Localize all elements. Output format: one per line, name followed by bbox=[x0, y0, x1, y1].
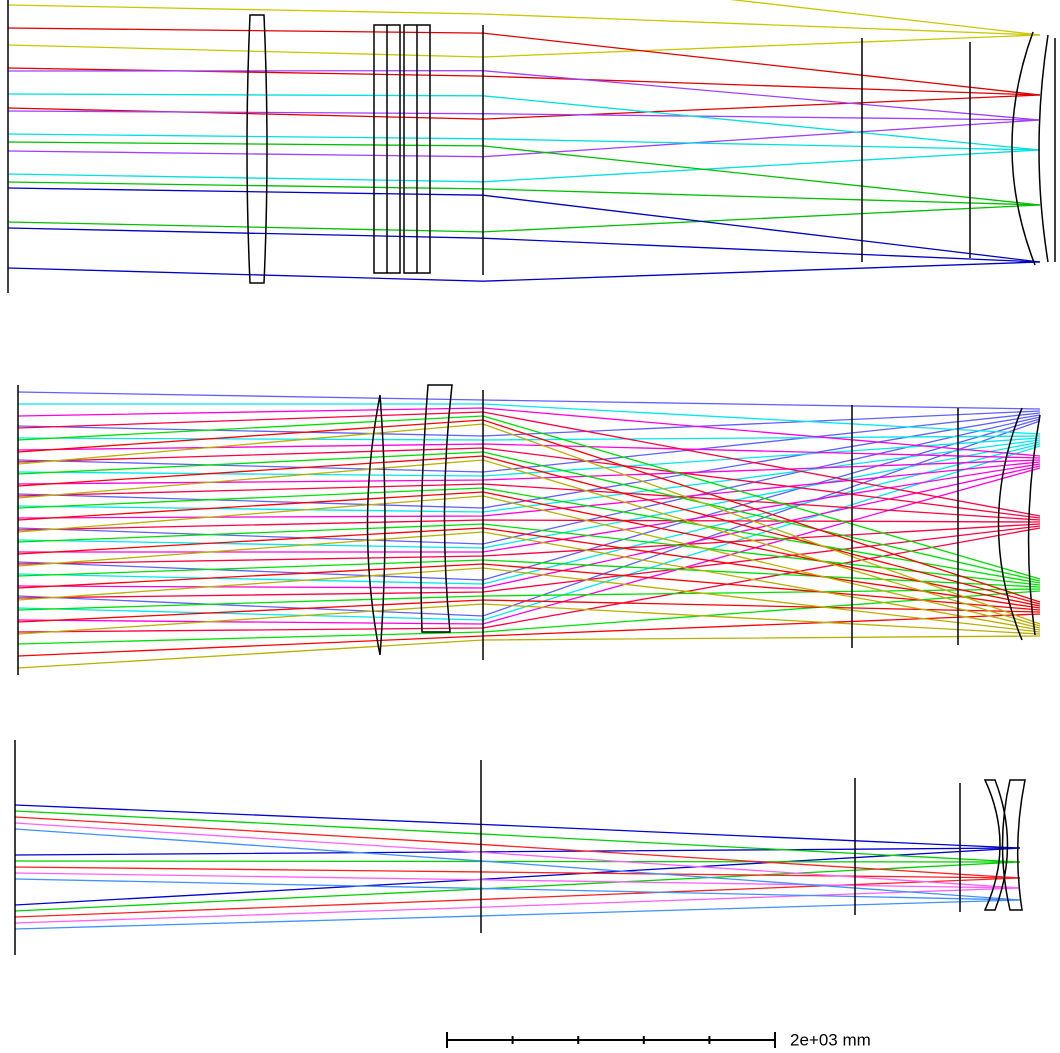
lens bbox=[1001, 779, 1026, 911]
ray bbox=[7, 4, 1041, 36]
ray bbox=[7, 261, 1041, 282]
scale-ticks bbox=[511, 1036, 711, 1044]
lens bbox=[366, 394, 386, 656]
optics bbox=[7, 0, 1056, 955]
ray bbox=[729, 0, 1041, 36]
lens bbox=[420, 384, 453, 633]
scale-bar: 2e+03 mm bbox=[446, 1030, 871, 1049]
mirror bbox=[997, 407, 1041, 641]
scale-label: 2e+03 mm bbox=[790, 1030, 871, 1049]
mirror bbox=[1011, 31, 1056, 266]
lens bbox=[246, 14, 268, 284]
